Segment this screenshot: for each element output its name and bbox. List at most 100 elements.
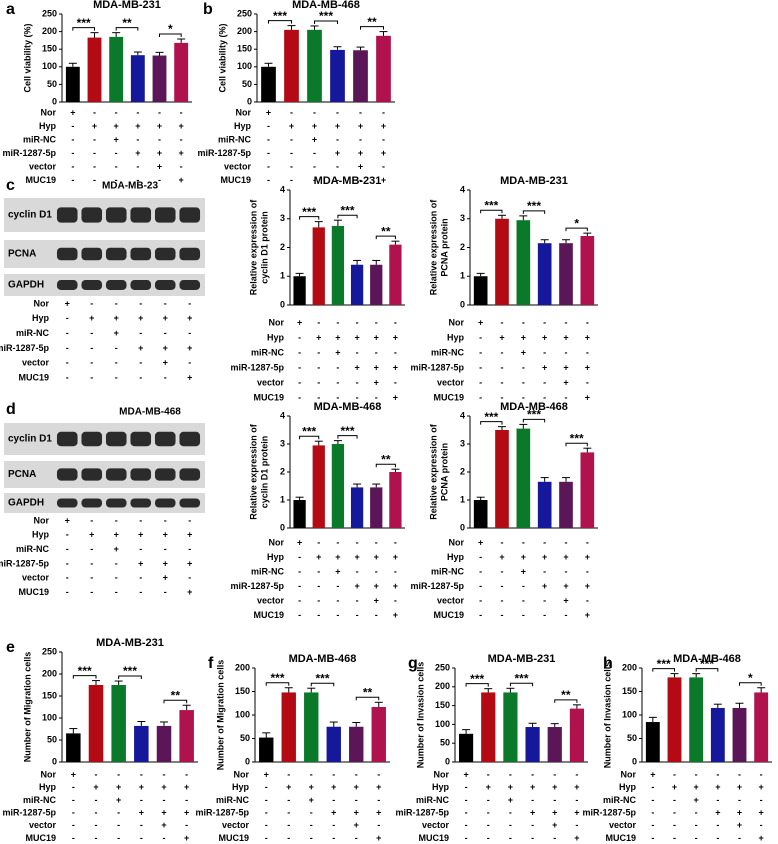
condition-sign: - [565,317,568,327]
condition-sign: - [394,377,397,387]
y-tick-label: 150 [435,700,450,710]
condition-sign: - [139,587,142,597]
condition-sign: - [522,537,525,547]
condition-sign: + [393,581,398,591]
condition-sign: + [585,392,590,402]
condition-sign: + [184,807,189,817]
condition-sign: - [509,807,512,817]
blot-band [81,468,103,481]
condition-sign: - [487,769,490,779]
condition-sign: - [117,820,120,830]
condition-sign: - [71,121,74,131]
panel-letter: g [408,655,418,672]
y-tick-label: 0 [52,96,57,106]
significance-bracket [299,216,320,220]
condition-sign: + [161,820,166,830]
condition-sign: + [574,833,579,843]
blot-band [81,247,103,261]
error-bar [295,496,304,500]
error-bar [476,496,485,500]
condition-sign: - [487,795,490,805]
condition-label: MUC19 [433,392,464,402]
chart-title: MDA-MB-231 [500,175,568,187]
condition-sign: - [90,328,93,338]
blot-strip [4,493,205,513]
y-axis-label: Relative expression of [428,423,438,520]
condition-sign: - [695,807,698,817]
y-tick-label: 100 [42,61,57,71]
bar [516,220,531,305]
condition-sign: - [479,332,482,342]
blot-band [179,207,201,223]
bar [537,243,552,305]
y-tick-label: 1 [280,494,285,504]
condition-sign: - [565,392,568,402]
bar [152,55,167,102]
condition-sign: - [163,833,166,843]
y-tick-label: 50 [240,733,250,743]
error-bar [333,440,342,444]
bar [65,66,80,102]
condition-sign: - [298,377,301,387]
blot-band [154,468,176,481]
condition-sign: - [356,610,359,620]
condition-sign: - [336,161,339,171]
condition-sign: - [501,595,504,605]
condition-sign: - [298,332,301,342]
condition-sign: - [188,515,191,525]
error-bar [155,51,164,56]
error-bar [462,729,471,734]
condition-sign: + [694,782,699,792]
condition-sign: - [317,362,320,372]
bar [559,243,573,305]
condition-sign: - [355,795,358,805]
condition-sign: + [585,552,590,562]
condition-sign: - [317,317,320,327]
condition-sign: - [375,610,378,620]
error-bar [160,721,168,726]
condition-sign: + [179,121,184,131]
condition-sign: - [71,134,74,144]
condition-sign: - [265,795,268,805]
condition-label: vector [22,573,50,583]
condition-sign: - [501,392,504,402]
condition-sign: - [356,537,359,547]
condition-sign: + [187,343,192,353]
chart-title: MDA-MB-231 [314,175,382,187]
condition-sign: - [760,795,763,805]
condition-sign: + [358,161,363,171]
condition-sign: - [738,795,741,805]
condition-sign: + [138,530,143,540]
condition-sign: - [586,537,589,547]
error-bar [295,272,304,277]
condition-sign: - [336,134,339,144]
condition-sign: - [265,782,268,792]
condition-sign: + [393,362,398,372]
condition-sign: - [522,362,525,372]
condition-sign: + [114,134,119,144]
y-tick-label: 250 [435,662,450,672]
condition-sign: + [116,795,121,805]
condition-sign: - [336,107,339,117]
condition-label: vector [609,820,637,830]
condition-sign: + [135,148,140,158]
condition-sign: - [180,161,183,171]
condition-label: Hyp [32,530,50,540]
bar [156,725,172,762]
error-bar [182,704,191,711]
condition-sign: - [287,807,290,817]
condition-label: Hyp [267,552,285,562]
condition-label: miR-NC [431,347,464,357]
condition-sign: - [651,807,654,817]
condition-sign: + [289,121,294,131]
y-tick-label: 100 [622,709,637,719]
error-bar [307,687,316,693]
bar [66,733,81,762]
condition-label: Nor [41,107,57,117]
condition-sign: - [267,134,270,144]
error-bar [68,62,77,67]
significance-label: *** [302,205,316,219]
condition-sign: - [115,107,118,117]
condition-sign: - [317,581,320,591]
